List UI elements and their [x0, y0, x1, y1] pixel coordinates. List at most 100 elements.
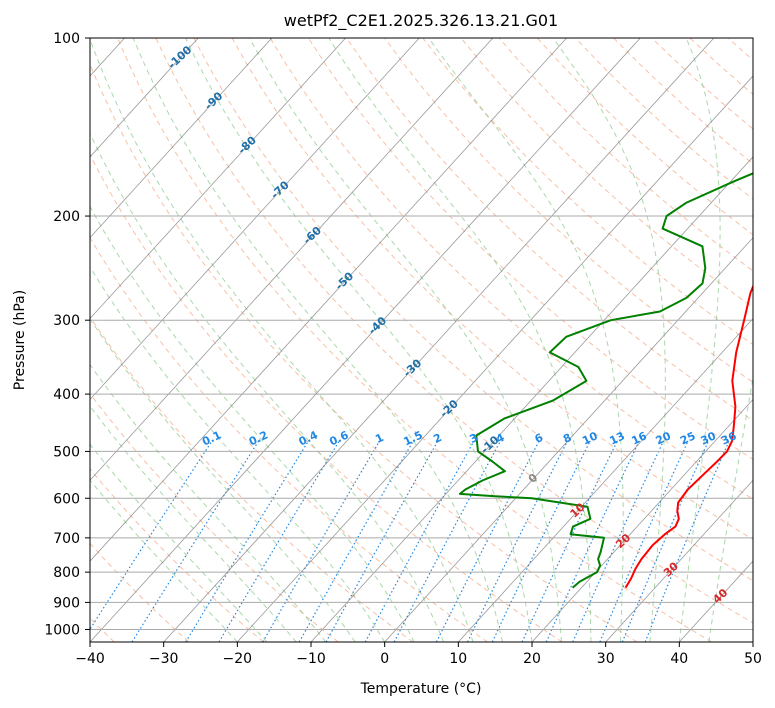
dry-adiabat — [90, 63, 638, 642]
dry-adiabat — [422, 38, 753, 346]
moist-adiabat — [90, 317, 356, 642]
x-tick-label: −20 — [223, 651, 253, 667]
y-tick-label: 200 — [53, 209, 80, 225]
y-tick-label: 1000 — [44, 623, 80, 639]
mixing-ratio-line — [491, 440, 591, 642]
y-tick-label: 400 — [53, 387, 80, 403]
dry-adiabat — [90, 315, 414, 642]
dry-adiabat — [575, 38, 753, 200]
y-tick-label: 300 — [53, 313, 80, 329]
mixing-ratio-label: 0.1 — [200, 428, 223, 448]
dry-adiabat — [689, 38, 753, 95]
mixing-ratio-line — [393, 440, 502, 642]
moist-adiabat — [90, 443, 268, 642]
dry-adiabat — [90, 468, 264, 642]
mixing-ratio-line — [131, 440, 260, 642]
x-tick-label: −40 — [75, 651, 105, 667]
plot-frame — [89, 37, 754, 643]
dry-adiabat — [193, 38, 753, 582]
x-tick-label: −10 — [296, 651, 326, 667]
isotherm-line — [90, 38, 567, 562]
mixing-ratio-label: 30 — [699, 429, 719, 447]
dry-adiabat — [231, 38, 753, 541]
y-tick-label: 100 — [53, 31, 80, 47]
mixing-ratio-label: 2 — [431, 431, 443, 446]
isotherm-line — [90, 38, 641, 642]
mixing-ratio-label: 1 — [373, 431, 385, 446]
moist-adiabat — [90, 132, 445, 642]
mixing-ratio-label: 16 — [630, 429, 650, 447]
mixing-ratio-label: 6 — [533, 431, 546, 446]
dry-adiabat — [346, 38, 753, 422]
mixing-ratio-line — [218, 440, 340, 642]
isotherm-line — [90, 38, 273, 239]
mixing-ratio-line — [262, 440, 381, 642]
isotherm-line — [310, 156, 753, 642]
y-tick-label: 600 — [53, 491, 80, 507]
moist-adiabat — [678, 38, 721, 642]
dewpoint-series-line — [458, 172, 753, 589]
moist-adiabat — [132, 38, 503, 642]
isotherm-line — [163, 38, 715, 642]
mixing-ratio-line — [621, 440, 710, 642]
x-tick-label: 20 — [523, 651, 541, 667]
dry-adiabat — [90, 392, 339, 642]
dry-adiabat — [727, 38, 753, 61]
moist-adiabat — [90, 363, 327, 642]
mixing-ratio-line — [325, 440, 439, 642]
y-axis-ticks: 100 200 300 400 500 600 700 800 900 1000 — [44, 31, 90, 639]
dry-adiabat — [90, 542, 190, 642]
isotherm-line — [90, 38, 346, 320]
mixing-ratio-label: 20 — [654, 429, 674, 447]
isotherm-line — [458, 317, 753, 642]
mixing-ratio-label: 1.5 — [402, 428, 425, 448]
y-tick-label: 700 — [53, 531, 80, 547]
dry-adiabat — [460, 38, 753, 309]
x-tick-label: −30 — [149, 651, 179, 667]
y-tick-label: 800 — [53, 565, 80, 581]
x-axis-ticks: −40 −30 −20 −10 0 10 20 30 40 50 — [75, 642, 762, 667]
mixing-ratio-label: 25 — [678, 429, 697, 447]
moist-adiabat — [428, 38, 624, 642]
y-tick-label: 500 — [53, 444, 80, 460]
mixing-ratio-line — [298, 440, 414, 642]
mixing-ratio-label: 0.6 — [327, 428, 350, 448]
mixing-ratio-label: 10 — [580, 429, 600, 447]
moist-adiabat — [249, 38, 562, 642]
x-tick-label: 30 — [597, 651, 615, 667]
isotherm-line — [384, 237, 753, 642]
dry-adiabat — [90, 153, 563, 642]
dry-adiabat — [384, 38, 753, 383]
moist-adiabat — [90, 266, 386, 642]
mixing-ratio-line — [185, 440, 310, 642]
moist-adiabat — [185, 38, 533, 642]
dry-adiabat — [90, 236, 488, 642]
x-tick-label: 40 — [670, 651, 688, 667]
line-labels: -100-90-80-70-60-50-40-30-20-10010203040… — [165, 43, 739, 606]
x-tick-label: 0 — [380, 651, 389, 667]
mixing-ratio-line — [435, 440, 540, 642]
mixing-ratio-line — [466, 440, 569, 642]
temperature-series-line — [624, 283, 753, 589]
isotherm-line — [237, 75, 753, 642]
moist-adiabat — [90, 479, 238, 642]
y-tick-label: 900 — [53, 595, 80, 611]
moist-adiabat — [90, 405, 297, 642]
x-axis-label: Temperature (°C) — [360, 681, 482, 697]
dry-adiabat — [269, 38, 753, 500]
dry-adiabat — [155, 38, 753, 624]
moist-adiabat — [328, 38, 592, 642]
chart-title: wetPf2_C2E1.2025.326.13.21.G01 — [284, 11, 558, 31]
y-axis-label: Pressure (hPa) — [12, 290, 28, 390]
dry-adiabat — [651, 38, 753, 130]
mixing-ratio-line — [90, 440, 213, 631]
moist-adiabat — [708, 375, 753, 642]
mixing-ratio-line — [364, 440, 475, 642]
isotherm-line — [605, 479, 753, 642]
x-tick-label: 10 — [449, 651, 467, 667]
isotherm-line — [531, 398, 753, 642]
mixing-ratio-line — [545, 440, 640, 642]
isotherm-line — [90, 38, 494, 481]
isotherm-line — [679, 560, 753, 642]
